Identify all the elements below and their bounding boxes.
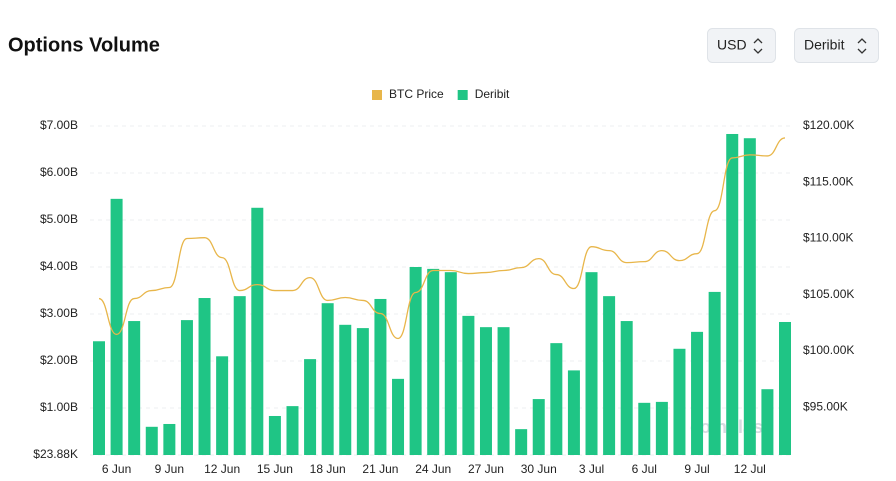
y-tick-label: $3.00B: [40, 306, 78, 320]
bar: [515, 429, 528, 455]
x-tick-label: 18 Jun: [310, 462, 346, 476]
y-tick-label: $5.00B: [40, 212, 78, 226]
bar: [532, 399, 545, 455]
legend-swatch: [372, 90, 382, 100]
x-tick-label: 12 Jun: [204, 462, 240, 476]
bar: [180, 320, 193, 455]
bar: [286, 406, 299, 455]
bar: [339, 324, 352, 455]
y-tick-label: $6.00B: [40, 165, 78, 179]
x-tick-label: 9 Jun: [155, 462, 184, 476]
bar: [444, 272, 457, 455]
y2-tick-label: $95.00K: [803, 399, 848, 413]
button-bg[interactable]: [707, 28, 776, 63]
currency-button[interactable]: USD: [707, 28, 776, 63]
x-tick-label: 9 Jul: [684, 462, 709, 476]
bar: [110, 198, 123, 455]
y2-tick-label: $115.00K: [803, 174, 854, 188]
bar: [567, 370, 580, 455]
bar: [743, 138, 756, 456]
bar: [268, 415, 281, 455]
x-tick-label: 21 Jun: [362, 462, 398, 476]
bar: [233, 296, 246, 455]
bar: [93, 341, 105, 455]
bar: [603, 296, 616, 455]
bar: [655, 401, 668, 455]
bar: [585, 272, 598, 455]
bar: [708, 291, 721, 455]
bar: [356, 328, 369, 455]
x-tick-label: 30 Jun: [521, 462, 557, 476]
y2-tick-label: $120.00K: [803, 118, 854, 132]
bar: [409, 267, 422, 455]
y2-tick-label: $100.00K: [803, 343, 854, 357]
legend-label: BTC Price: [389, 87, 444, 101]
y2-tick-label: $110.00K: [803, 231, 854, 245]
x-tick-label: 6 Jul: [632, 462, 657, 476]
bar: [427, 268, 440, 455]
bar: [251, 207, 264, 455]
bar: [374, 298, 387, 455]
x-tick-label: 24 Jun: [415, 462, 451, 476]
button-bg[interactable]: [794, 28, 879, 63]
legend-label: Deribit: [475, 87, 510, 101]
bar: [198, 298, 211, 455]
bar: [691, 331, 704, 455]
y-tick-label: $2.00B: [40, 353, 78, 367]
bar: [673, 348, 686, 455]
button-label[interactable]: Deribit: [804, 37, 845, 53]
chevron-icon[interactable]: [753, 38, 763, 54]
bar: [550, 343, 563, 455]
x-tick-label: 3 Jul: [579, 462, 604, 476]
x-tick-label: 27 Jun: [468, 462, 504, 476]
bar: [479, 327, 492, 455]
bar: [497, 327, 510, 455]
bar: [128, 321, 141, 455]
bar: [304, 359, 317, 455]
y-tick-label: $23.88K: [33, 447, 78, 461]
x-tick-label: 6 Jun: [102, 462, 131, 476]
x-tick-label: 15 Jun: [257, 462, 293, 476]
y-tick-label: $4.00B: [40, 259, 78, 273]
exchange-button[interactable]: Deribit: [794, 28, 879, 63]
button-label[interactable]: USD: [717, 37, 747, 53]
bar: [620, 321, 633, 455]
bar: [638, 402, 651, 455]
bar: [321, 303, 334, 455]
price-line: [98, 137, 786, 340]
y2-tick-label: $105.00K: [803, 287, 854, 301]
bar: [779, 321, 791, 455]
legend-swatch: [457, 90, 468, 100]
bar: [163, 423, 176, 455]
bar: [761, 389, 774, 455]
bar: [392, 378, 405, 455]
x-tick-label: 12 Jul: [734, 462, 766, 476]
y-tick-label: $1.00B: [40, 400, 78, 414]
bar: [145, 426, 158, 455]
y-tick-label: $7.00B: [40, 118, 78, 132]
chevron-icon[interactable]: [857, 38, 867, 54]
bar: [462, 315, 475, 455]
title: Options Volume: [8, 34, 160, 56]
bar: [726, 133, 739, 455]
bar: [216, 356, 229, 455]
